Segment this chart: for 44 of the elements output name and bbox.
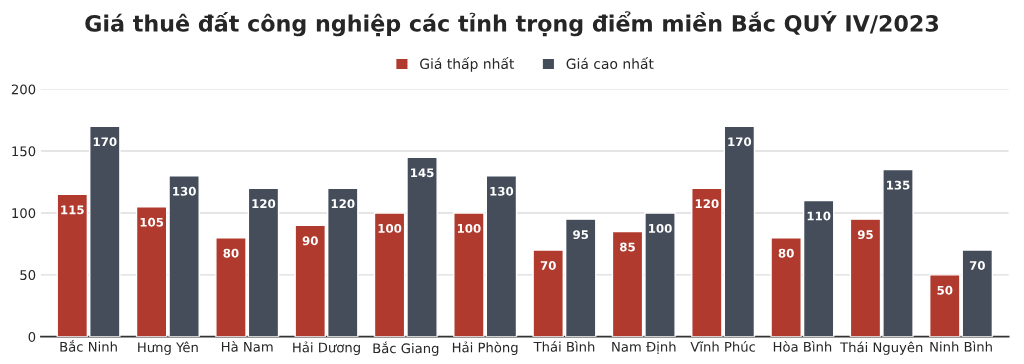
data-label: 100	[378, 223, 402, 233]
data-label: 100	[457, 223, 481, 233]
x-tick-label: Thái Bình	[533, 341, 595, 352]
x-tick-label: Hòa Bình	[773, 341, 832, 352]
data-label: 105	[140, 217, 164, 227]
data-label: 95	[857, 230, 873, 240]
x-tick-label: Bắc Ninh	[60, 340, 117, 352]
data-label: 70	[969, 261, 985, 270]
y-tick-label: 100	[12, 208, 36, 219]
data-label: 100	[649, 223, 672, 233]
x-tick-label: Hải Phòng	[452, 341, 518, 355]
data-label: 80	[778, 248, 794, 258]
data-label: 170	[728, 137, 752, 147]
data-label: 145	[411, 168, 434, 178]
y-tick-label: 50	[20, 270, 36, 281]
data-label: 80	[223, 248, 239, 258]
legend-label: Giá cao nhất	[566, 57, 654, 70]
data-label: 120	[331, 199, 355, 209]
chart-title: Giá thuê đất công nghiệp các tỉnh trọng điểm miền Bắc QUÝ IV/2023	[85, 10, 939, 37]
x-tick-label: Bắc Giang	[373, 341, 439, 356]
x-tick-label: Ninh Bình	[930, 341, 992, 352]
data-label: 85	[620, 242, 635, 252]
x-tick-label: Hải Dương	[293, 341, 360, 355]
data-label: 135	[887, 180, 910, 190]
data-label: 50	[937, 285, 953, 295]
legend-label: Giá thấp nhất	[420, 57, 515, 72]
y-tick-label: 200	[11, 84, 36, 95]
data-label: 110	[807, 211, 831, 221]
data-label: 130	[173, 186, 196, 196]
data-label: 95	[573, 230, 589, 240]
x-tick-label: Vĩnh Phúc	[690, 341, 756, 352]
data-label: 120	[695, 199, 719, 209]
x-tick-label: Thái Nguyên	[840, 341, 923, 355]
y-tick-label: 150	[12, 146, 36, 157]
x-tick-label: Hà Nam	[221, 341, 273, 352]
x-tick-label: Nam Định	[612, 341, 676, 354]
data-label: 115	[61, 205, 84, 215]
data-label: 90	[302, 236, 318, 246]
data-label: 130	[490, 186, 514, 196]
data-label: 170	[93, 137, 117, 147]
data-label: 70	[540, 261, 556, 270]
x-tick-label: Hưng Yên	[138, 341, 198, 355]
y-tick-label: 0	[28, 331, 36, 342]
data-label: 120	[252, 199, 276, 209]
